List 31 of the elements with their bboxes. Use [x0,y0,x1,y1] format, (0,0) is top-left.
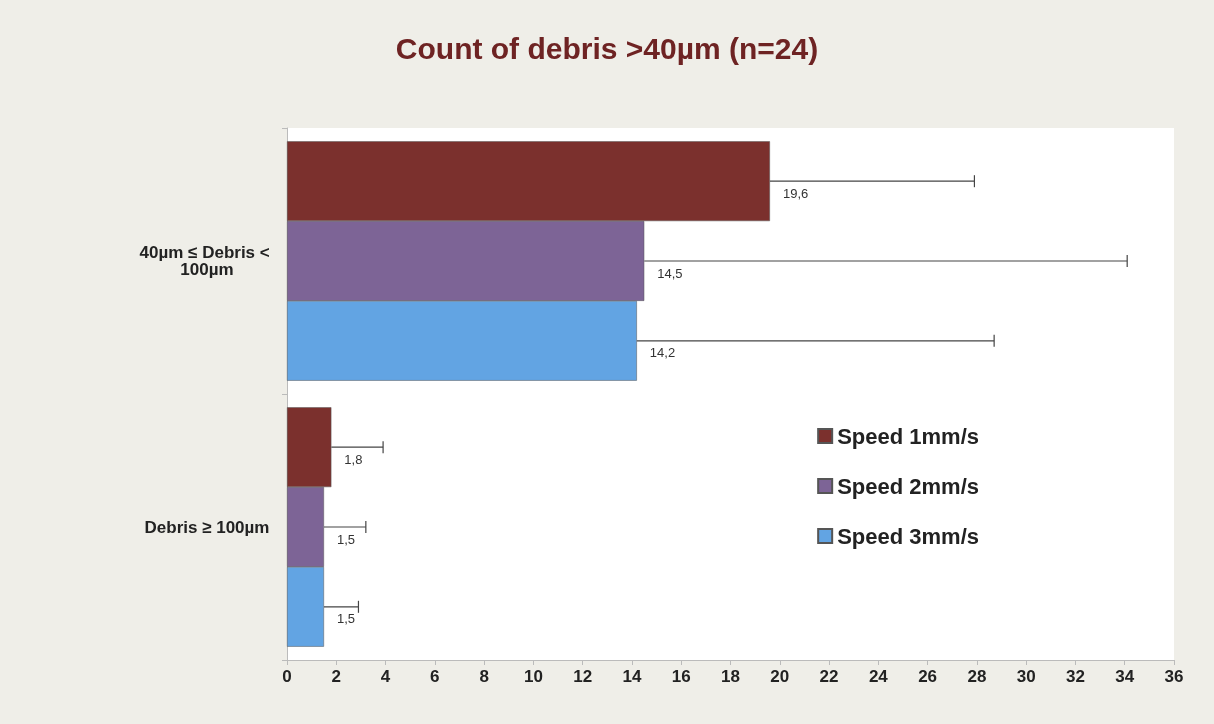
x-tick-label: 0 [282,667,292,686]
x-tick-label: 28 [967,667,987,686]
x-tick-label: 20 [770,667,790,686]
data-label: 14,5 [657,265,683,281]
x-tick-label: 22 [819,667,839,686]
data-label: 1,5 [336,531,356,547]
x-tick-label: 10 [523,667,543,686]
x-tick-label: 30 [1016,667,1036,686]
x-tick-label: 14 [622,667,642,686]
x-tick-label: 6 [430,667,440,686]
data-label: 1,8 [344,451,363,467]
x-tick-label: 32 [1065,667,1085,686]
x-tick-label: 36 [1164,667,1184,686]
data-label: 1,5 [336,611,356,627]
legend-label: Speed 2mm/s [837,473,979,499]
data-label: 19,6 [782,185,809,201]
data-label: 14,2 [649,345,676,361]
x-tick-label: 26 [918,667,938,686]
y-tick-label: Debris ≥ 100µm [144,517,270,537]
x-tick-label: 18 [721,667,740,686]
x-tick-label: 4 [380,667,391,686]
x-tick-label: 34 [1115,667,1135,686]
legend-label: Speed 1mm/s [837,423,979,449]
chart-title: Count of debris >40µm (n=24) [395,31,819,65]
x-tick-label: 8 [479,667,489,686]
x-tick-label: 2 [331,667,342,686]
y-tick-label: 40µm ≤ Debris < 100µm [139,243,275,279]
x-tick-label: 12 [573,667,593,686]
x-tick-label: 24 [868,667,889,686]
legend-label: Speed 3mm/s [837,523,979,549]
x-tick-label: 16 [671,667,691,686]
